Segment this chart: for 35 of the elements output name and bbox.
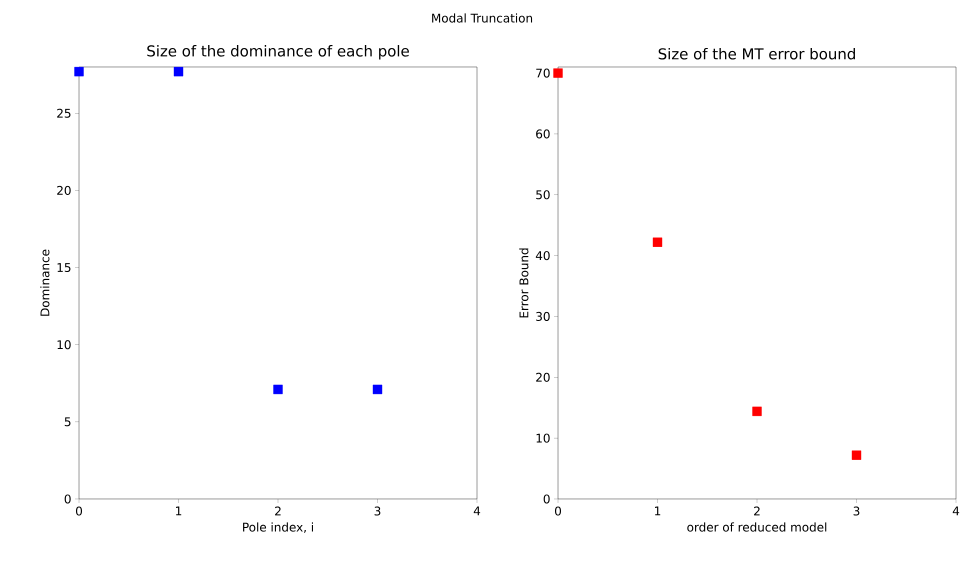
x-tick-label: 0 bbox=[76, 506, 82, 516]
y-tick-label: 10 bbox=[536, 434, 550, 443]
point bbox=[652, 238, 662, 247]
x-tick-label: 0 bbox=[554, 506, 562, 516]
point bbox=[553, 68, 563, 78]
y-tick-label: 20 bbox=[57, 186, 71, 195]
y-tick-label: 50 bbox=[536, 190, 550, 200]
x-axis-title: order of reduced model bbox=[687, 522, 826, 532]
point bbox=[852, 450, 862, 460]
x-tick-label: 2 bbox=[275, 506, 281, 516]
text: Modal Truncation bbox=[432, 13, 532, 23]
y-tick-label: 25 bbox=[57, 108, 70, 118]
x-axis-title: Pole index, i bbox=[243, 522, 313, 533]
x-tick-label: 1 bbox=[655, 506, 660, 516]
x-tick-label: 3 bbox=[374, 506, 380, 516]
chart-title: Size of the MT error bound bbox=[658, 48, 855, 60]
y-tick-label: 15 bbox=[58, 263, 70, 272]
y-tick-label: 60 bbox=[536, 129, 550, 138]
y-axis-title: Error Bound bbox=[519, 248, 528, 318]
y-tick-label: 30 bbox=[536, 312, 550, 321]
x-tick-label: 3 bbox=[854, 506, 860, 516]
y-axis-title: Dominance bbox=[40, 250, 50, 316]
x-tick-label: 4 bbox=[952, 506, 960, 516]
x-tick-label: 2 bbox=[754, 506, 760, 516]
point bbox=[752, 406, 762, 416]
y-tick-label: 70 bbox=[536, 68, 550, 78]
y-tick-label: 10 bbox=[58, 340, 71, 350]
y-tick-label: 40 bbox=[536, 251, 550, 260]
chart-title: Size of the dominance of each pole bbox=[147, 45, 409, 60]
y-tick-label: 5 bbox=[64, 417, 70, 426]
x-tick-label: 1 bbox=[176, 506, 182, 516]
y-tick-label: 0 bbox=[64, 494, 71, 504]
x-tick-label: 4 bbox=[474, 506, 480, 516]
y-tick-label: 20 bbox=[536, 372, 550, 382]
y-tick-label: 0 bbox=[544, 494, 550, 504]
